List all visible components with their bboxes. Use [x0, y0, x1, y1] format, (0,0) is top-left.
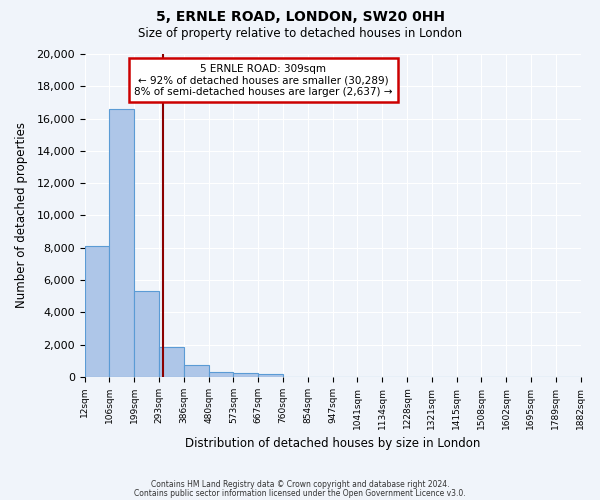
Text: Contains HM Land Registry data © Crown copyright and database right 2024.: Contains HM Land Registry data © Crown c…	[151, 480, 449, 489]
Y-axis label: Number of detached properties: Number of detached properties	[15, 122, 28, 308]
Bar	[233, 373, 258, 377]
Bar	[159, 347, 184, 377]
Text: Contains public sector information licensed under the Open Government Licence v3: Contains public sector information licen…	[134, 488, 466, 498]
Bar	[109, 109, 134, 377]
Bar	[258, 374, 283, 377]
X-axis label: Distribution of detached houses by size in London: Distribution of detached houses by size …	[185, 437, 480, 450]
Text: Size of property relative to detached houses in London: Size of property relative to detached ho…	[138, 28, 462, 40]
Bar	[209, 372, 233, 377]
Text: 5, ERNLE ROAD, LONDON, SW20 0HH: 5, ERNLE ROAD, LONDON, SW20 0HH	[155, 10, 445, 24]
Bar	[184, 364, 209, 377]
Text: 5 ERNLE ROAD: 309sqm
← 92% of detached houses are smaller (30,289)
8% of semi-de: 5 ERNLE ROAD: 309sqm ← 92% of detached h…	[134, 64, 392, 97]
Bar	[85, 246, 109, 377]
Bar	[134, 292, 159, 377]
